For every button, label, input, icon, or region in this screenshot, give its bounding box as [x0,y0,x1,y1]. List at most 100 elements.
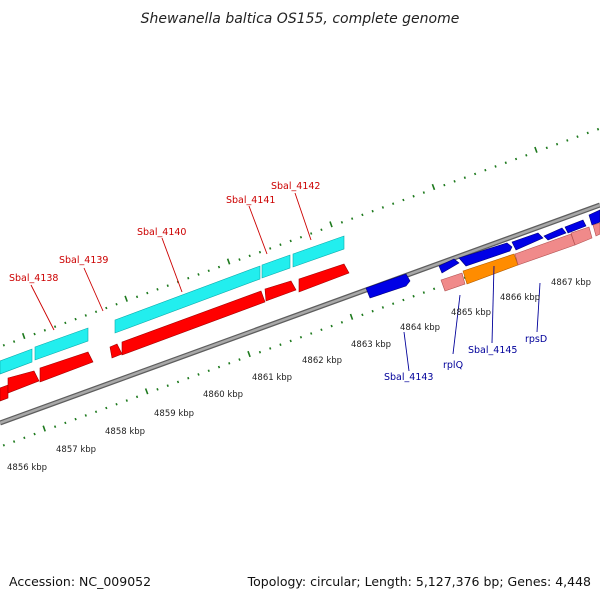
gene-labels-forward: Sbal_4138 Sbal_4139 Sbal_4140 Sbal_4141 … [9,181,320,284]
minor-tick [74,317,77,321]
minor-tick [494,165,497,168]
minor-tick [228,362,231,365]
minor-tick [248,254,251,258]
major-tick [226,258,231,265]
cds-feature [264,280,297,302]
minor-tick [166,384,169,387]
gene-label[interactable]: Sbal_4143 [384,372,433,383]
minor-tick [514,157,518,161]
minor-tick [402,298,405,302]
major-tick [534,146,538,153]
gene-label[interactable]: Sbal_4141 [226,195,275,206]
major-tick [21,332,26,340]
gene-label[interactable]: Sbal_4142 [271,181,320,192]
minor-tick [2,343,5,347]
feature-row-pale [440,222,600,292]
minor-tick [135,295,139,299]
feature-row-red [0,263,350,402]
minor-tick [351,217,354,220]
minor-tick [53,325,57,328]
minor-tick [361,213,364,217]
minor-tick [504,161,507,165]
gene-label[interactable]: rpsD [525,334,547,345]
major-tick [349,313,354,320]
minor-tick [576,135,579,138]
minor-tick [33,332,36,336]
minor-tick [371,209,374,213]
scale-label: 4862 kbp [302,356,342,366]
cds-feature [365,273,411,299]
minor-tick [340,221,344,224]
gene-label[interactable]: Sbal_4139 [59,255,108,266]
minor-tick [412,194,415,198]
cds-feature [34,327,89,361]
cds-feature [298,263,350,293]
major-tick [124,295,128,302]
genome-summary-text: Topology: circular; Length: 5,127,376 bp… [247,574,591,589]
minor-tick [422,291,425,294]
minor-tick [340,321,344,324]
minor-tick [422,191,425,194]
gene-label[interactable]: Sbal_4140 [137,227,186,238]
scale-label: 4867 kbp [551,278,591,288]
minor-tick [105,306,108,310]
minor-tick [310,332,313,335]
minor-tick [289,339,292,343]
minor-tick [33,432,36,436]
minor-tick [74,417,77,421]
scale-label: 4865 kbp [451,308,491,318]
minor-tick [402,198,405,202]
minor-tick [258,350,262,354]
major-tick [42,425,46,432]
minor-tick [381,306,385,309]
gene-label[interactable]: rplQ [443,360,463,371]
minor-tick [146,291,149,295]
cds-feature [7,370,40,394]
cds-feature [438,258,460,274]
minor-tick [84,314,87,317]
minor-tick [197,273,200,276]
minor-tick [207,269,210,273]
gene-label[interactable]: Sbal_4145 [468,345,517,356]
minor-tick [64,321,67,325]
minor-tick [289,239,292,243]
scale-label: 4861 kbp [252,373,292,383]
cds-feature [458,242,513,267]
minor-tick [555,142,559,146]
minor-tick [187,376,190,380]
minor-tick [381,206,385,209]
minor-tick [43,329,46,332]
minor-tick [176,380,180,384]
minor-tick [166,284,169,287]
minor-tick [279,243,282,246]
minor-tick [432,287,436,291]
minor-tick [371,309,374,313]
minor-tick [299,235,303,239]
minor-tick [197,373,200,376]
minor-tick [463,176,466,179]
minor-tick [330,324,333,328]
minor-tick [566,139,569,142]
minor-tick [299,335,303,339]
label-leader-lines [30,192,541,372]
minor-tick [473,172,477,176]
minor-tick [443,183,446,187]
scale-label: 4856 kbp [7,463,47,473]
minor-tick [2,443,5,447]
minor-tick [12,440,16,443]
cds-feature [588,209,600,226]
cds-feature [121,290,266,356]
cds-feature [292,235,345,268]
minor-tick [361,313,364,317]
major-tick [247,350,251,358]
cds-feature [0,348,33,375]
gene-label[interactable]: Sbal_4138 [9,273,58,284]
minor-tick [115,302,118,306]
minor-tick [269,347,272,350]
major-tick [329,221,333,228]
minor-tick [310,232,313,235]
minor-tick [484,168,487,172]
minor-tick [525,154,528,157]
cds-feature [114,265,261,334]
minor-tick [412,294,415,298]
